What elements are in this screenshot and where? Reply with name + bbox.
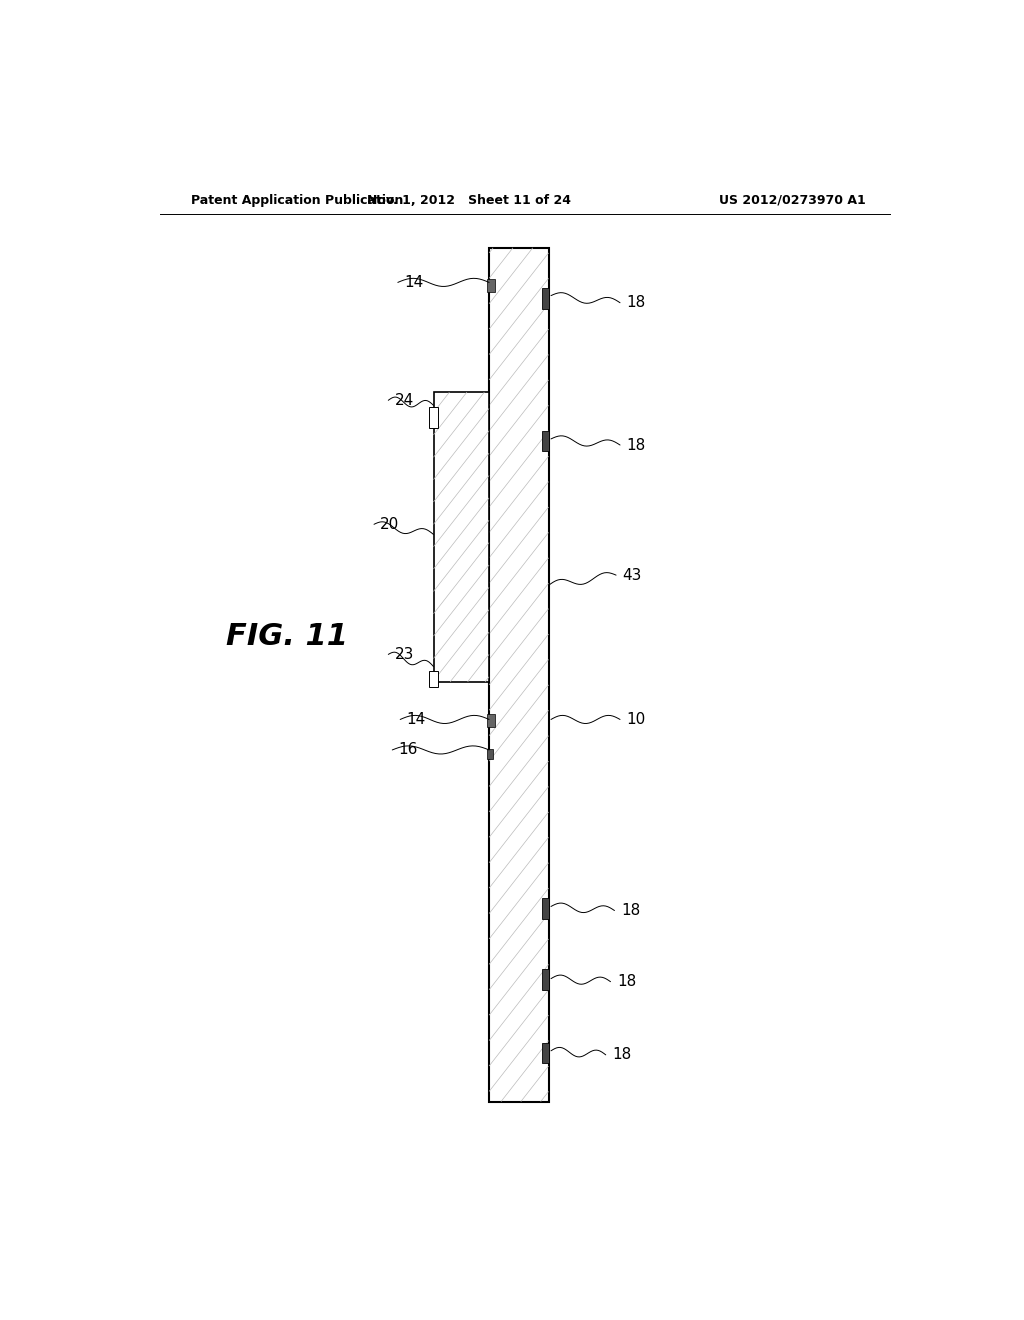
Text: 14: 14 xyxy=(404,275,423,290)
Text: 20: 20 xyxy=(380,517,399,532)
Text: 18: 18 xyxy=(616,974,636,989)
Bar xyxy=(543,899,549,919)
Bar xyxy=(489,248,549,1102)
Text: 23: 23 xyxy=(394,647,414,661)
Bar xyxy=(486,714,495,726)
Text: US 2012/0273970 A1: US 2012/0273970 A1 xyxy=(719,194,866,207)
Bar xyxy=(543,969,549,990)
Text: FIG. 11: FIG. 11 xyxy=(225,622,348,651)
Bar xyxy=(429,408,438,428)
Bar xyxy=(543,1043,549,1063)
Text: 18: 18 xyxy=(627,296,645,310)
Text: Patent Application Publication: Patent Application Publication xyxy=(191,194,403,207)
Text: 14: 14 xyxy=(407,711,426,727)
Bar xyxy=(486,748,494,759)
Text: Nov. 1, 2012   Sheet 11 of 24: Nov. 1, 2012 Sheet 11 of 24 xyxy=(368,194,571,207)
Text: 18: 18 xyxy=(627,437,645,453)
Bar xyxy=(543,289,549,309)
Text: 18: 18 xyxy=(612,1047,632,1063)
Text: 43: 43 xyxy=(623,568,642,582)
Text: 24: 24 xyxy=(394,393,414,408)
Text: 10: 10 xyxy=(627,711,645,727)
Bar xyxy=(486,280,495,292)
Bar xyxy=(433,392,489,682)
Text: 16: 16 xyxy=(398,742,418,758)
Text: 18: 18 xyxy=(621,903,640,917)
Bar xyxy=(429,671,438,686)
Bar xyxy=(543,430,549,451)
